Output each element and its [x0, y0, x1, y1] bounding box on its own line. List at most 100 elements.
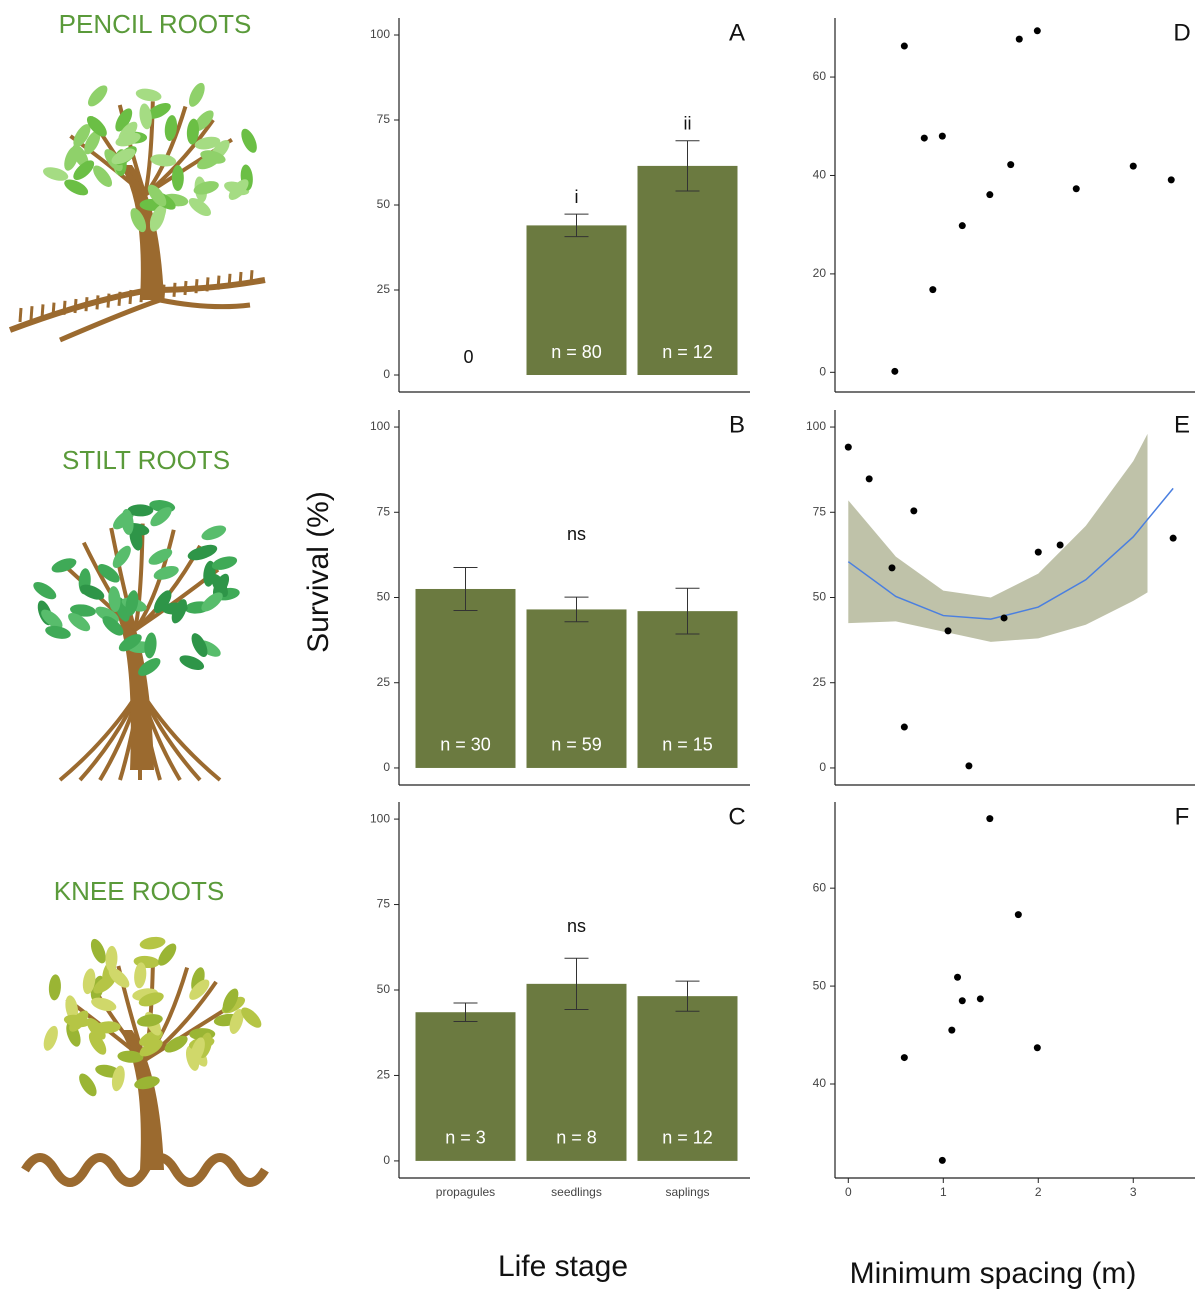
leaf	[150, 154, 177, 167]
leaf	[86, 116, 107, 137]
leaf	[228, 179, 249, 200]
point	[986, 815, 994, 823]
panel-label: F	[1175, 803, 1190, 830]
trunk	[110, 600, 154, 770]
tree	[33, 500, 240, 782]
y-tick-label: 0	[819, 760, 826, 774]
leaf	[108, 586, 121, 613]
leaf	[241, 1007, 262, 1028]
leaf	[171, 165, 184, 192]
leaf	[43, 1025, 58, 1051]
pneumatophore	[249, 270, 254, 285]
bar	[526, 983, 627, 1161]
leaf	[121, 508, 134, 535]
x-tick-label: seedlings	[551, 1185, 602, 1199]
leaf	[179, 655, 205, 671]
bar	[526, 609, 627, 768]
leaf	[148, 548, 173, 565]
branch	[133, 529, 176, 632]
tree	[8, 82, 266, 343]
leaf	[82, 968, 96, 995]
point	[1000, 614, 1008, 622]
n-label: n = 80	[551, 342, 602, 362]
point	[920, 134, 928, 142]
point	[900, 723, 908, 731]
leaf	[241, 128, 257, 153]
leaf	[73, 124, 91, 148]
leaf	[88, 85, 108, 107]
pneumatophore	[227, 273, 232, 288]
leaf	[41, 609, 63, 629]
fit-line	[847, 487, 1174, 620]
pneumatophore	[73, 298, 78, 314]
y-tick-label: 60	[813, 69, 827, 83]
x-tick-label: propagules	[436, 1185, 495, 1199]
point	[948, 1026, 956, 1034]
n-label: n = 8	[556, 1128, 597, 1148]
branch	[109, 527, 137, 631]
significance-label: ii	[684, 113, 692, 133]
n-label: n = 3	[445, 1128, 486, 1148]
leaf	[105, 945, 118, 972]
pneumatophore	[117, 291, 122, 306]
row-label: PENCIL ROOTS	[59, 9, 252, 39]
n-label: n = 15	[662, 735, 713, 755]
leaf	[188, 82, 205, 107]
point	[1056, 541, 1064, 549]
leaf	[127, 504, 154, 517]
leaf	[112, 545, 131, 568]
leaf	[212, 573, 230, 598]
leaf	[138, 992, 164, 1007]
pneumatophore	[18, 307, 23, 323]
y-tick-label: 0	[383, 367, 390, 381]
leaf	[70, 604, 96, 617]
pneumatophore	[106, 293, 111, 308]
x-axis-title: Minimum spacing (m)	[850, 1257, 1137, 1290]
pneumatophore	[95, 295, 100, 310]
y-tick-label: 50	[813, 590, 827, 604]
leaf	[153, 590, 172, 614]
pneumatophore	[194, 279, 199, 294]
leaf	[201, 592, 223, 612]
y-tick-label: 100	[806, 419, 826, 433]
trunk	[120, 165, 164, 300]
leaf	[194, 136, 221, 150]
point	[910, 507, 918, 515]
leaf	[130, 208, 147, 233]
panel-label: B	[729, 411, 745, 438]
leaf	[64, 179, 89, 196]
y-tick-label: 0	[383, 1153, 390, 1167]
pneumatophore	[84, 297, 89, 312]
y-tick-label: 100	[370, 811, 390, 825]
point	[965, 762, 973, 770]
y-tick-label: 75	[377, 897, 391, 911]
leaf	[139, 936, 166, 950]
leaf	[150, 507, 172, 527]
leaf	[97, 564, 120, 583]
row-label: STILT ROOTS	[62, 445, 230, 475]
leaf	[117, 1050, 144, 1063]
leaf	[164, 115, 178, 141]
pneumatophore	[183, 280, 188, 296]
x-tick-label: 3	[1130, 1185, 1137, 1199]
n-label: n = 30	[440, 735, 491, 755]
bar	[637, 996, 738, 1161]
leaf	[134, 1076, 160, 1090]
point	[865, 475, 873, 483]
pneumatophore	[238, 271, 243, 287]
root	[59, 297, 251, 343]
y-tick-label: 100	[370, 419, 390, 433]
error-bar	[675, 980, 700, 1012]
y-tick-label: 75	[813, 504, 827, 518]
point	[958, 997, 966, 1005]
n-label: n = 12	[662, 342, 713, 362]
leaf	[193, 181, 219, 195]
leaf	[86, 1018, 106, 1040]
leaf	[139, 1039, 163, 1057]
pneumatophore	[172, 282, 177, 297]
point	[900, 42, 908, 50]
y-tick-label: 50	[377, 982, 391, 996]
leaf	[48, 974, 61, 1001]
annotation: ns	[567, 524, 586, 544]
error-bar	[564, 596, 589, 623]
